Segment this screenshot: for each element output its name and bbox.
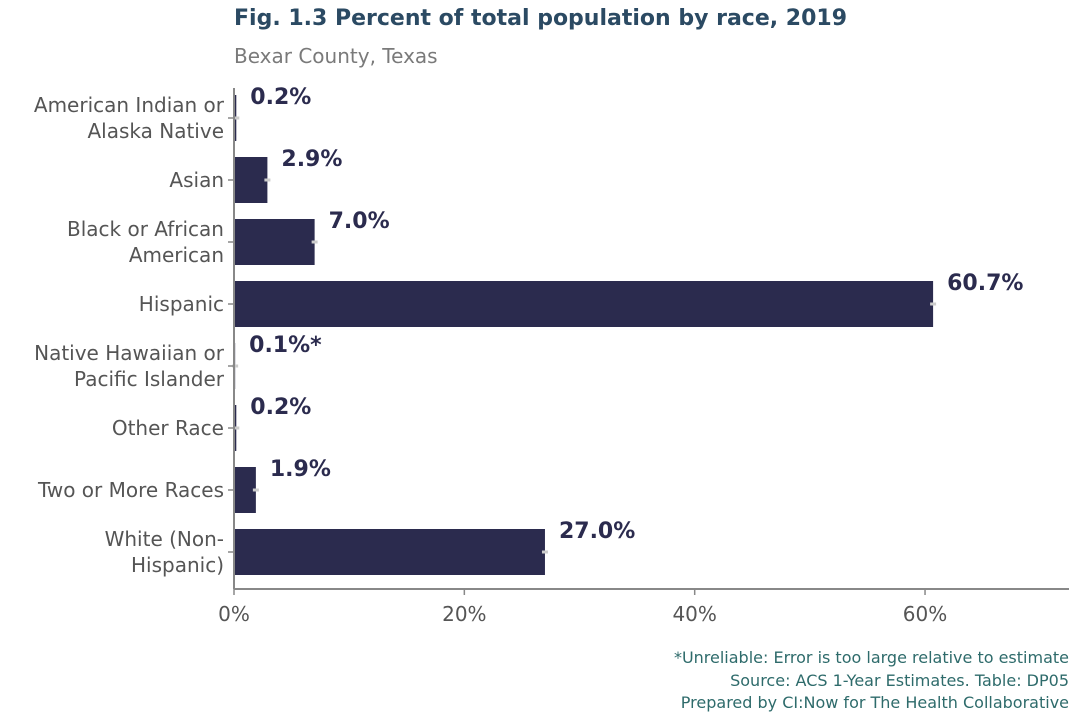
data-label: 60.7%: [947, 271, 1023, 296]
category-label: Hispanic: [139, 292, 224, 316]
bar: [234, 157, 268, 203]
bar: [234, 281, 934, 327]
bar: [234, 219, 315, 265]
data-label: 0.2%: [250, 395, 311, 420]
category-label: Native Hawaiian or: [34, 341, 225, 365]
bar-chart: 0.2% 2.9% 7.0% 60.7% 0.1%* 0.2% 1.9% 27.0% Amer…: [34, 85, 1069, 626]
bars-layer: [232, 95, 937, 575]
bar: [234, 467, 256, 513]
x-tick-label: 60%: [903, 602, 947, 626]
category-label: American Indian or: [34, 93, 225, 117]
data-label: 7.0%: [329, 209, 390, 234]
category-label: White (Non-: [105, 527, 224, 551]
data-label: 27.0%: [559, 519, 635, 544]
category-label: Two or More Races: [37, 478, 224, 502]
unreliable-footnote: *Unreliable: Error is too large relative…: [673, 648, 1069, 667]
data-label: 2.9%: [281, 147, 342, 172]
category-label: Other Race: [112, 416, 224, 440]
bar: [234, 529, 545, 575]
data-label: 0.1%*: [249, 333, 322, 358]
data-label: 0.2%: [250, 85, 311, 110]
category-label: Pacific Islander: [74, 367, 225, 391]
x-tick-label: 0%: [218, 602, 250, 626]
labels-layer: 0.2% 2.9% 7.0% 60.7% 0.1%* 0.2% 1.9% 27.0%: [249, 85, 1023, 544]
data-label: 1.9%: [270, 457, 331, 482]
category-label: Black or African: [67, 217, 224, 241]
source-caption: Source: ACS 1-Year Estimates. Table: DP0…: [730, 671, 1069, 690]
chart-title: Fig. 1.3 Percent of total population by …: [234, 6, 848, 31]
credit-caption: Prepared by CI:Now for The Health Collab…: [680, 693, 1069, 712]
category-label: Hispanic): [131, 553, 224, 577]
x-tick-label: 40%: [672, 602, 716, 626]
category-label: Asian: [169, 168, 224, 192]
chart-subtitle: Bexar County, Texas: [234, 44, 438, 68]
category-label: American: [129, 243, 224, 267]
category-label: Alaska Native: [87, 119, 224, 143]
x-tick-label: 20%: [442, 602, 486, 626]
